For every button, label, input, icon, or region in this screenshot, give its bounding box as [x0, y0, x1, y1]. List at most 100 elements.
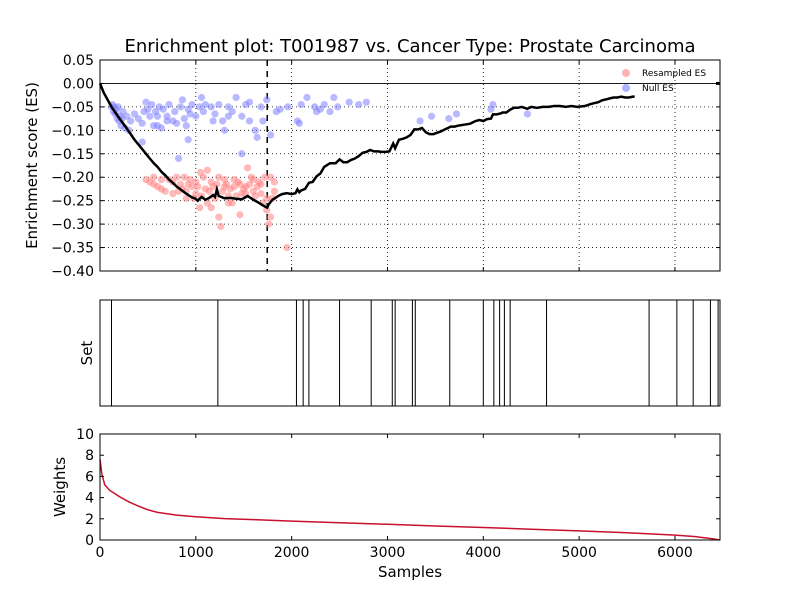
null-point-86 [489, 100, 497, 109]
null-point-47 [201, 100, 210, 109]
null-point-39 [182, 122, 190, 130]
null-point-91 [209, 117, 217, 125]
weights-panel: 0 2 4 6 8 10 0 1000 2000 3000 4000 5000 6000 Weight… [51, 427, 721, 581]
null-point-74 [320, 100, 328, 109]
null-point-65 [276, 105, 284, 113]
null-point-43 [192, 112, 200, 120]
weights-line [99, 459, 721, 541]
resampled-point-14 [186, 175, 194, 184]
null-point-62 [263, 96, 271, 104]
weights-x-ticks: 0 1000 2000 3000 4000 5000 6000 [96, 434, 693, 561]
null-point-34 [171, 107, 179, 116]
resampled-point-72 [270, 178, 279, 186]
es-ytick-label-2: −0.05 [51, 100, 94, 116]
es-ytick-label-3: −0.10 [51, 123, 94, 139]
es-ytick-label-0: 0.05 [63, 53, 94, 69]
resampled-point-40 [236, 211, 244, 219]
es-ytick-label-7: −0.30 [51, 217, 94, 233]
chart-title: Enrichment plot: T001987 vs. Cancer Type… [124, 36, 695, 57]
null-point-19 [138, 119, 146, 127]
legend: Resampled ES Null ES [622, 69, 706, 94]
null-point-27 [153, 112, 162, 120]
resampled-point-29 [215, 213, 223, 221]
resampled-point-63 [215, 173, 223, 181]
null-point-21 [142, 98, 150, 106]
es-line [98, 82, 635, 210]
resampled-point-64 [220, 183, 229, 191]
resampled-point-5 [161, 187, 169, 195]
weights-xtick-label-5: 5000 [561, 545, 597, 561]
resampled-point-74 [157, 175, 165, 184]
resampled-point-79 [224, 199, 233, 207]
weights-ytick-label-5: 10 [76, 427, 94, 443]
null-point-24 [148, 100, 156, 109]
resampled-point-44 [243, 164, 252, 172]
legend-null-marker [622, 84, 630, 92]
weights-ytick-label-4: 8 [85, 448, 94, 464]
resampled-point-73 [150, 173, 158, 181]
weights-xtick-label-4: 4000 [465, 545, 501, 561]
legend-resampled-label: Resampled ES [642, 69, 706, 79]
null-point-35 [173, 119, 181, 127]
weights-ytick-label-1: 2 [85, 512, 94, 528]
null-point-68 [295, 119, 303, 127]
resampled-point-69 [257, 180, 265, 188]
null-point-41 [186, 110, 194, 118]
weights-xtick-label-1: 1000 [178, 545, 214, 561]
null-point-70 [303, 93, 311, 102]
null-point-42 [188, 100, 196, 109]
resampled-point-56 [266, 213, 275, 221]
resampled-point-30 [217, 222, 225, 231]
weights-plot-frame [99, 433, 721, 541]
null-point-82 [427, 112, 436, 120]
weights-xtick-label-0: 0 [96, 545, 105, 561]
null-point-59 [251, 126, 259, 134]
null-point-49 [211, 110, 219, 118]
set-panel: Set [78, 299, 721, 407]
resampled-point-8 [173, 173, 181, 181]
resampled-point-70 [263, 206, 271, 214]
null-point-94 [253, 133, 261, 141]
weights-xtick-label-2: 2000 [274, 545, 310, 561]
es-panel: 0.05 0.00 −0.05 −0.10 −0.15 −0.20 −0.25 −0.30 −0… [23, 53, 721, 280]
resampled-point-60 [192, 178, 200, 186]
resampled-point-62 [203, 166, 211, 174]
null-point-48 [207, 103, 215, 111]
weights-ytick-label-3: 6 [85, 469, 94, 485]
null-point-96 [163, 117, 171, 125]
set-y-label: Set [78, 341, 96, 366]
null-point-80 [362, 98, 370, 106]
weights-x-label: Samples [378, 563, 442, 581]
resampled-point-59 [283, 243, 291, 252]
es-ytick-label-9: −0.40 [51, 264, 94, 280]
set-hit-lines [110, 300, 719, 406]
null-point-46 [199, 107, 208, 116]
null-point-45 [197, 93, 206, 102]
es-ytick-label-1: 0.00 [63, 76, 94, 92]
resampled-point-65 [230, 183, 238, 191]
resampled-point-28 [213, 180, 221, 188]
null-point-66 [284, 103, 292, 111]
es-ytick-label-6: −0.25 [51, 194, 94, 210]
resampled-point-48 [251, 192, 259, 200]
null-point-60 [257, 103, 265, 111]
null-point-36 [176, 103, 185, 111]
null-point-50 [215, 100, 223, 109]
null-point-76 [330, 93, 338, 102]
null-point-79 [355, 100, 363, 109]
null-point-88 [238, 150, 246, 158]
legend-null-label: Null ES [642, 84, 674, 94]
null-point-69 [297, 100, 305, 109]
null-point-89 [174, 154, 183, 163]
null-point-92 [224, 112, 233, 120]
es-y-ticks: 0.05 0.00 −0.05 −0.10 −0.15 −0.20 −0.25 −0.30 −0… [51, 53, 720, 280]
resampled-point-78 [207, 204, 215, 212]
resampled-point-19 [196, 204, 204, 212]
weights-xtick-label-3: 3000 [370, 545, 406, 561]
resampled-point-75 [169, 190, 177, 198]
null-point-63 [266, 131, 275, 139]
null-point-75 [326, 107, 334, 116]
resampled-point-61 [197, 168, 205, 177]
resampled-point-11 [180, 173, 188, 181]
